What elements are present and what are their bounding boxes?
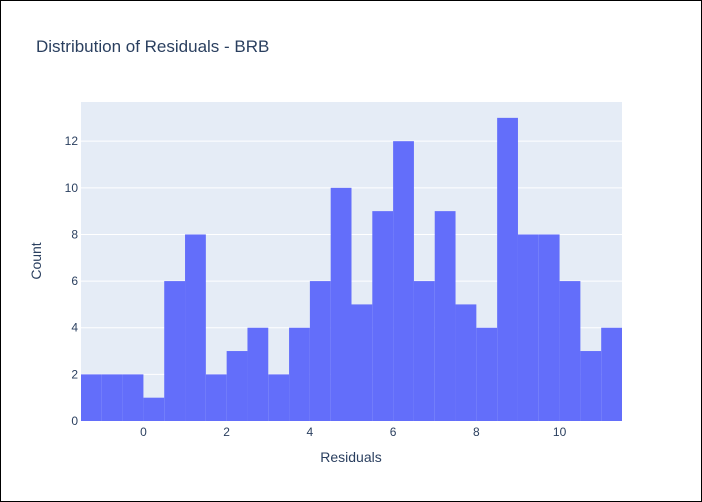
histogram-bar-10: [289, 327, 310, 421]
histogram-bar-20: [497, 117, 518, 422]
histogram-bar-4: [164, 281, 186, 421]
histogram-bar-13: [351, 304, 373, 421]
histogram-bar-9: [268, 374, 290, 421]
x-tick-label-2: 2: [223, 425, 230, 439]
histogram-bar-23: [559, 281, 581, 421]
histogram-bar-25: [601, 327, 622, 421]
histogram-bar-17: [434, 211, 456, 421]
y-tick-label-6: 6: [71, 274, 78, 288]
y-tick-label-4: 4: [71, 321, 78, 335]
y-tick-label-10: 10: [65, 181, 79, 195]
histogram-bar-2: [122, 374, 144, 421]
histogram-bar-19: [476, 327, 498, 421]
histogram-bar-14: [372, 211, 394, 421]
y-tick-label-2: 2: [71, 367, 78, 381]
y-axis-title: Count: [28, 242, 44, 279]
histogram-bar-0: [81, 374, 102, 421]
histogram-bar-21: [517, 234, 539, 421]
y-axis-ticks: 0 2 4 6 8 10 12: [65, 134, 79, 428]
histogram-bars: [81, 117, 622, 422]
x-tick-label-6: 6: [390, 425, 397, 439]
histogram-bar-16: [413, 281, 435, 421]
x-tick-label-0: 0: [140, 425, 147, 439]
y-tick-label-8: 8: [71, 227, 78, 241]
histogram-bar-7: [226, 351, 248, 421]
x-tick-label-4: 4: [307, 425, 314, 439]
histogram-bar-3: [143, 397, 165, 421]
x-tick-label-10: 10: [553, 425, 567, 439]
histogram-bar-22: [538, 234, 560, 421]
histogram-bar-12: [330, 187, 352, 421]
histogram-bar-5: [185, 234, 206, 421]
histogram-bar-18: [455, 304, 477, 421]
histogram-bar-8: [247, 327, 269, 421]
x-axis-ticks: 0 2 4 6 8 10: [140, 425, 566, 439]
histogram-bar-1: [101, 374, 123, 421]
chart-title: Distribution of Residuals - BRB: [36, 37, 269, 56]
histogram-bar-15: [393, 141, 414, 421]
y-tick-label-12: 12: [65, 134, 79, 148]
histogram-bar-24: [580, 351, 602, 421]
y-tick-label-0: 0: [71, 414, 78, 428]
histogram-bar-11: [309, 281, 331, 421]
histogram-bar-6: [205, 374, 227, 421]
x-tick-label-8: 8: [473, 425, 480, 439]
x-axis-title: Residuals: [320, 449, 381, 465]
